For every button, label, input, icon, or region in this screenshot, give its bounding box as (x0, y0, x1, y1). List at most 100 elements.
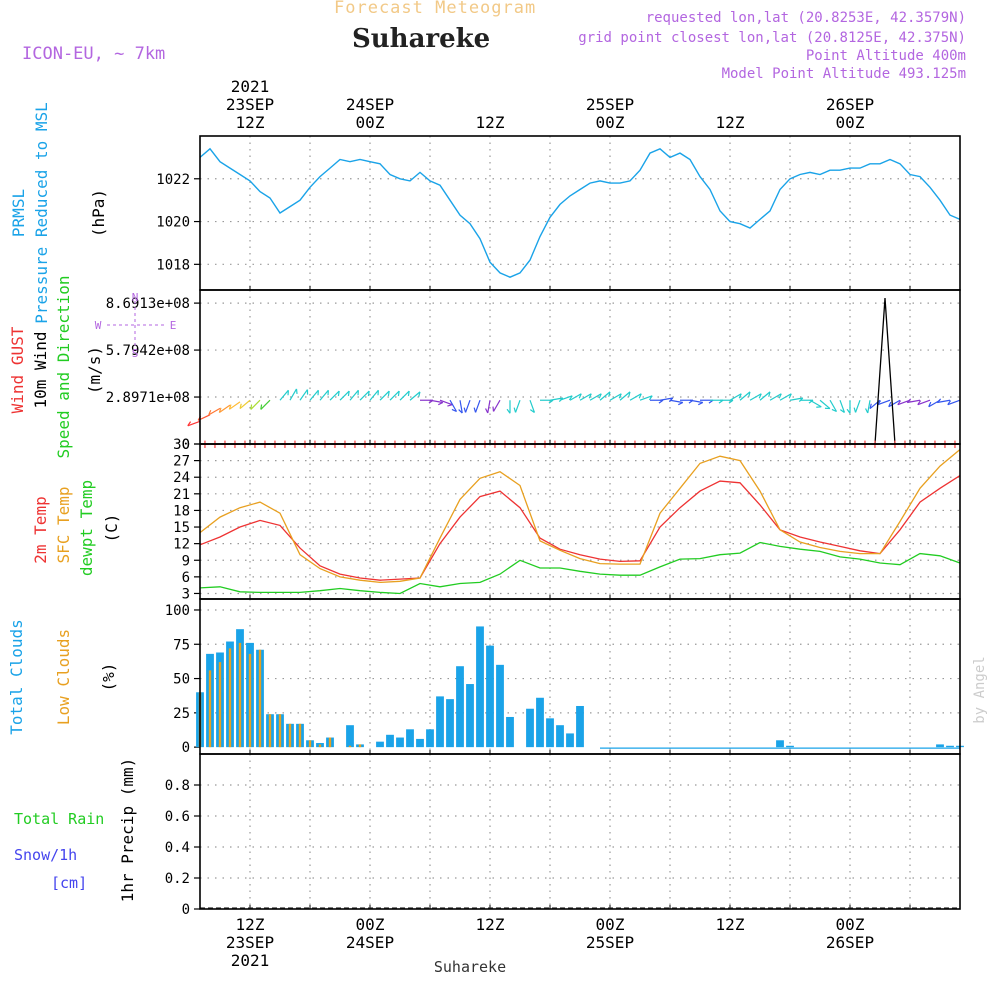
label-10m-wind: 10m Wind (31, 331, 50, 408)
wind-barb-feather (748, 391, 751, 397)
requested-coords: requested lon,lat (20.8253E, 42.3579N) (645, 10, 966, 26)
compass-south: S (132, 347, 139, 360)
bar-total-clouds (386, 734, 394, 748)
y-tick-label: 27 (173, 454, 190, 470)
bar-low-clouds (238, 642, 242, 748)
wind-barb (650, 399, 664, 404)
time-label-bottom: 26SEP (826, 933, 874, 952)
zero-marker: + (421, 437, 429, 453)
bar-total-clouds (776, 740, 784, 748)
wind-barb-feather (778, 393, 782, 399)
wind-barb-shaft (229, 401, 241, 410)
series-line-prmsl (199, 147, 961, 278)
y-tick-label: 1018 (156, 257, 190, 273)
zero-marker: + (811, 437, 819, 453)
model-name: ICON-EU, ~ 7km (22, 44, 166, 64)
wind-barb (369, 389, 379, 401)
zero-marker: + (311, 437, 319, 453)
wind-barb (439, 399, 453, 407)
wind-barb-feather (407, 390, 410, 397)
wind-barb (759, 391, 771, 401)
wind-barb-shaft (549, 397, 563, 401)
bar-total-clouds (786, 745, 794, 748)
wind-barb-shaft (749, 393, 762, 401)
zero-marker: + (561, 437, 569, 453)
wind-barb-shaft (492, 399, 501, 412)
wind-barb-feather (928, 401, 932, 407)
y-tick-label: 1020 (156, 215, 190, 231)
zero-marker: + (531, 437, 539, 453)
zero-marker: + (271, 437, 279, 453)
zero-marker: + (901, 437, 909, 453)
bar-low-clouds (228, 648, 232, 748)
y-tick-label: 75 (173, 637, 190, 653)
panel-frame-wind (199, 289, 961, 445)
wind-barb (639, 395, 653, 401)
bar-total-clouds (436, 696, 444, 748)
zero-marker: + (331, 437, 339, 453)
wind-barb-feather (397, 390, 400, 397)
wind-barb (339, 390, 350, 401)
time-label-top: 24SEP (346, 95, 394, 114)
wind-barb-shaft (260, 399, 271, 410)
wind-barb (458, 400, 463, 414)
bar-total-clouds (556, 725, 564, 748)
time-label-bottom: 00Z (836, 915, 865, 934)
zero-marker: + (511, 437, 519, 453)
zero-marker: + (291, 437, 299, 453)
bar-low-clouds (298, 723, 302, 748)
bar-low-clouds (248, 653, 252, 748)
bar-total-clouds (496, 664, 504, 748)
y-tick-label: 0 (182, 740, 190, 756)
wind-barb-shaft (937, 399, 951, 404)
wind-barb-shaft (429, 399, 443, 404)
wind-barb-feather (808, 399, 814, 404)
wind-barb-feather (698, 401, 704, 406)
time-label-top: 12Z (476, 113, 505, 132)
zero-marker: + (431, 437, 439, 453)
zero-marker: + (211, 437, 219, 453)
y-tick-label: 0.2 (165, 871, 190, 887)
wind-barb-shaft (729, 393, 742, 401)
wind-barb (689, 399, 704, 406)
wind-barb-feather (816, 406, 822, 408)
wind-barb (749, 393, 762, 401)
bar-low-clouds (268, 714, 272, 748)
wind-barb (589, 393, 602, 401)
zero-marker: + (451, 437, 459, 453)
wind-barb-shaft (474, 400, 481, 413)
wind-barb-feather (492, 406, 495, 412)
y-tick-label: 0.8 (165, 778, 190, 794)
point-altitude: Point Altitude 400m (805, 48, 966, 64)
zero-marker: + (861, 437, 869, 453)
bar-total-clouds (416, 738, 424, 748)
zero-marker: + (831, 437, 839, 453)
zero-marker: + (751, 437, 759, 453)
bar-total-clouds (486, 645, 494, 748)
zero-marker: + (641, 437, 649, 453)
zero-marker: + (461, 437, 469, 453)
time-label-bottom: 25SEP (586, 933, 634, 952)
credit-watermark: by Angel (972, 656, 988, 723)
wind-barb-feather (451, 408, 457, 413)
zero-marker: + (801, 437, 809, 453)
zero-marker: + (821, 437, 829, 453)
zero-marker: + (891, 437, 899, 453)
wind-barb-feather (260, 404, 263, 410)
zero-marker: + (351, 437, 359, 453)
wind-barb (289, 388, 298, 401)
y-tick-label: 9 (182, 553, 190, 569)
zero-marker: + (391, 437, 399, 453)
y-tick-label: 3 (182, 586, 190, 602)
wind-barb-shaft (599, 391, 611, 401)
bar-low-clouds (348, 745, 352, 748)
time-label-top: 23SEP (226, 95, 274, 114)
y-tick-label: 30 (173, 437, 190, 453)
compass-east: E (170, 319, 177, 332)
wind-barb-feather (658, 399, 664, 404)
label-percent: (%) (99, 663, 118, 692)
label-prmsl: PRMSL (9, 189, 28, 237)
wind-barb (492, 399, 501, 412)
wind-barb-feather (548, 399, 554, 404)
zero-marker: + (251, 437, 259, 453)
